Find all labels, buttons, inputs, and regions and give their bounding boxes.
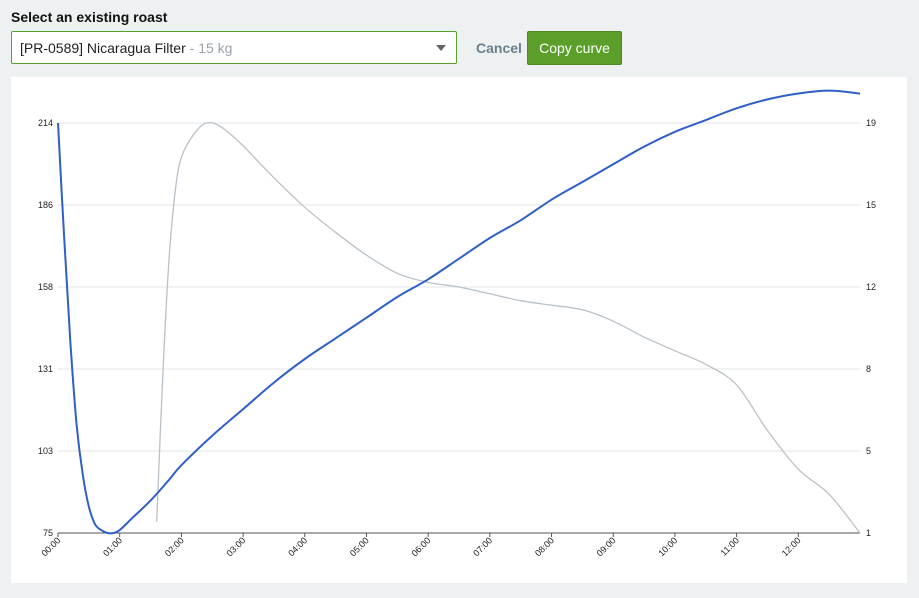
x-tick-label: 04:00 [286,535,309,558]
y-right-tick-label: 8 [866,364,871,374]
cancel-button[interactable]: Cancel [476,40,522,56]
y-left-tick-label: 75 [43,528,53,538]
y-left-tick-label: 214 [38,118,53,128]
y-axis-left: 214 186 158 131 103 75 [38,118,53,538]
roast-select-weight: - 15 kg [185,40,233,56]
x-axis: 00:00 01:00 02:00 03:00 04:00 05:00 06:00 07:00… [39,532,860,558]
y-left-tick-label: 103 [38,446,53,456]
roast-select-label: [PR-0589] Nicaragua Filter [20,40,186,56]
y-right-tick-label: 15 [866,200,876,210]
x-tick-label: 01:00 [101,535,124,558]
chart-grid [58,122,860,534]
x-tick-label: 08:00 [533,535,556,558]
x-tick-label: 09:00 [595,535,618,558]
x-tick-label: 12:00 [780,535,803,558]
roast-select[interactable]: [PR-0589] Nicaragua Filter - 15 kg [11,31,457,64]
roast-curve-svg: 214 186 158 131 103 75 19 15 12 8 5 1 00:00 01:00 02… [38,89,876,558]
x-tick-label: 00:00 [39,535,62,558]
rate-of-rise-series-line [156,121,861,534]
x-tick-label: 03:00 [224,535,247,558]
y-axis-right: 19 15 12 8 5 1 [866,118,876,538]
y-right-tick-label: 12 [866,282,876,292]
x-tick-label: 07:00 [471,535,494,558]
y-left-tick-label: 158 [38,282,53,292]
roast-curve-chart: 214 186 158 131 103 75 19 15 12 8 5 1 00:00 01:00 02… [11,77,907,583]
x-tick-label: 06:00 [410,535,433,558]
page-title: Select an existing roast [11,9,168,25]
temperature-series-line [57,89,861,535]
y-right-tick-label: 1 [866,528,871,538]
y-left-tick-label: 186 [38,200,53,210]
x-tick-label: 10:00 [656,535,679,558]
y-right-tick-label: 19 [866,118,876,128]
y-right-tick-label: 5 [866,446,871,456]
y-left-tick-label: 131 [38,364,53,374]
x-tick-label: 02:00 [163,535,186,558]
x-tick-label: 05:00 [348,535,371,558]
roast-select-value: [PR-0589] Nicaragua Filter - 15 kg [20,40,232,56]
x-tick-label: 11:00 [719,535,742,558]
chevron-down-icon[interactable] [436,45,446,51]
copy-curve-button[interactable]: Copy curve [527,31,622,65]
chart-series [57,89,861,535]
